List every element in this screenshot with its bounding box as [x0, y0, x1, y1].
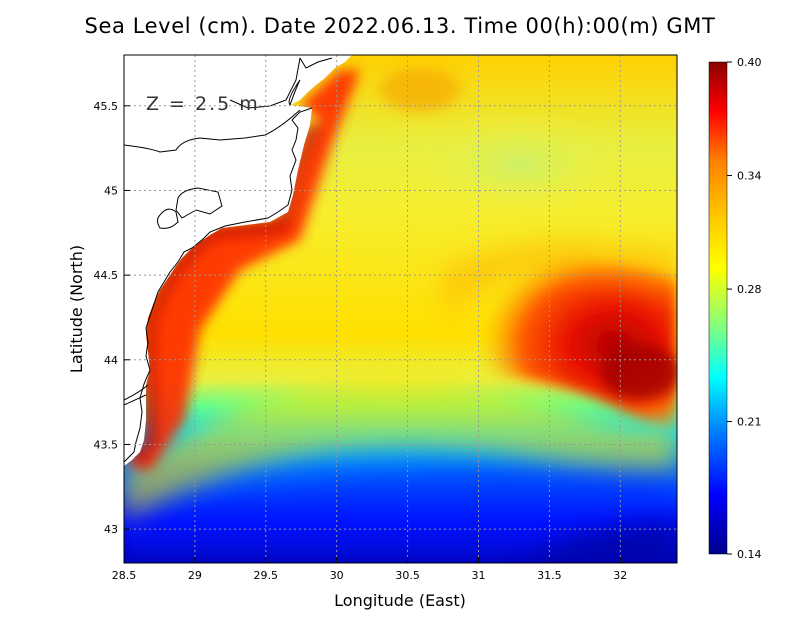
x-tick-label: 30.5 [395, 569, 420, 582]
x-tick-label: 32 [613, 569, 627, 582]
coastline [124, 79, 313, 463]
colorbar-tick-label: 0.34 [737, 170, 762, 183]
x-axis-ticks: 28.5 29 29.5 30 30.5 31 31.5 32 [112, 557, 627, 582]
plot-frame [123, 54, 678, 564]
y-axis-label: Latitude (North) [67, 245, 86, 373]
x-tick-label: 29 [188, 569, 202, 582]
x-tick-label: 28.5 [112, 569, 137, 582]
x-tick-label: 29.5 [254, 569, 279, 582]
y-tick-label: 45.5 [94, 100, 119, 113]
colorbar: 0.40 0.34 0.28 0.21 0.14 [708, 56, 762, 561]
x-axis-label: Longitude (East) [334, 591, 466, 610]
colorbar-scale [708, 61, 728, 555]
x-tick-label: 31.5 [537, 569, 562, 582]
grid-lines [124, 55, 677, 563]
sea-level-field [124, 55, 677, 563]
y-tick-label: 44 [104, 354, 118, 367]
y-axis-ticks: 43 43.5 44 44.5 45 45.5 [94, 100, 130, 536]
y-tick-label: 44.5 [94, 269, 119, 282]
depth-annotation: Z = 2.5 m [146, 93, 260, 115]
colorbar-tick-label: 0.14 [737, 548, 762, 561]
y-tick-label: 43.5 [94, 438, 119, 451]
chart-title: Sea Level (cm). Date 2022.06.13. Time 00… [84, 14, 716, 38]
x-tick-label: 31 [471, 569, 485, 582]
colorbar-tick-label: 0.21 [737, 416, 762, 429]
colorbar-tick-label: 0.40 [737, 56, 762, 69]
y-tick-label: 45 [104, 184, 118, 197]
x-tick-label: 30 [330, 569, 344, 582]
coastline-inland [124, 57, 333, 406]
y-tick-label: 43 [104, 523, 118, 536]
colorbar-tick-label: 0.28 [737, 283, 762, 296]
